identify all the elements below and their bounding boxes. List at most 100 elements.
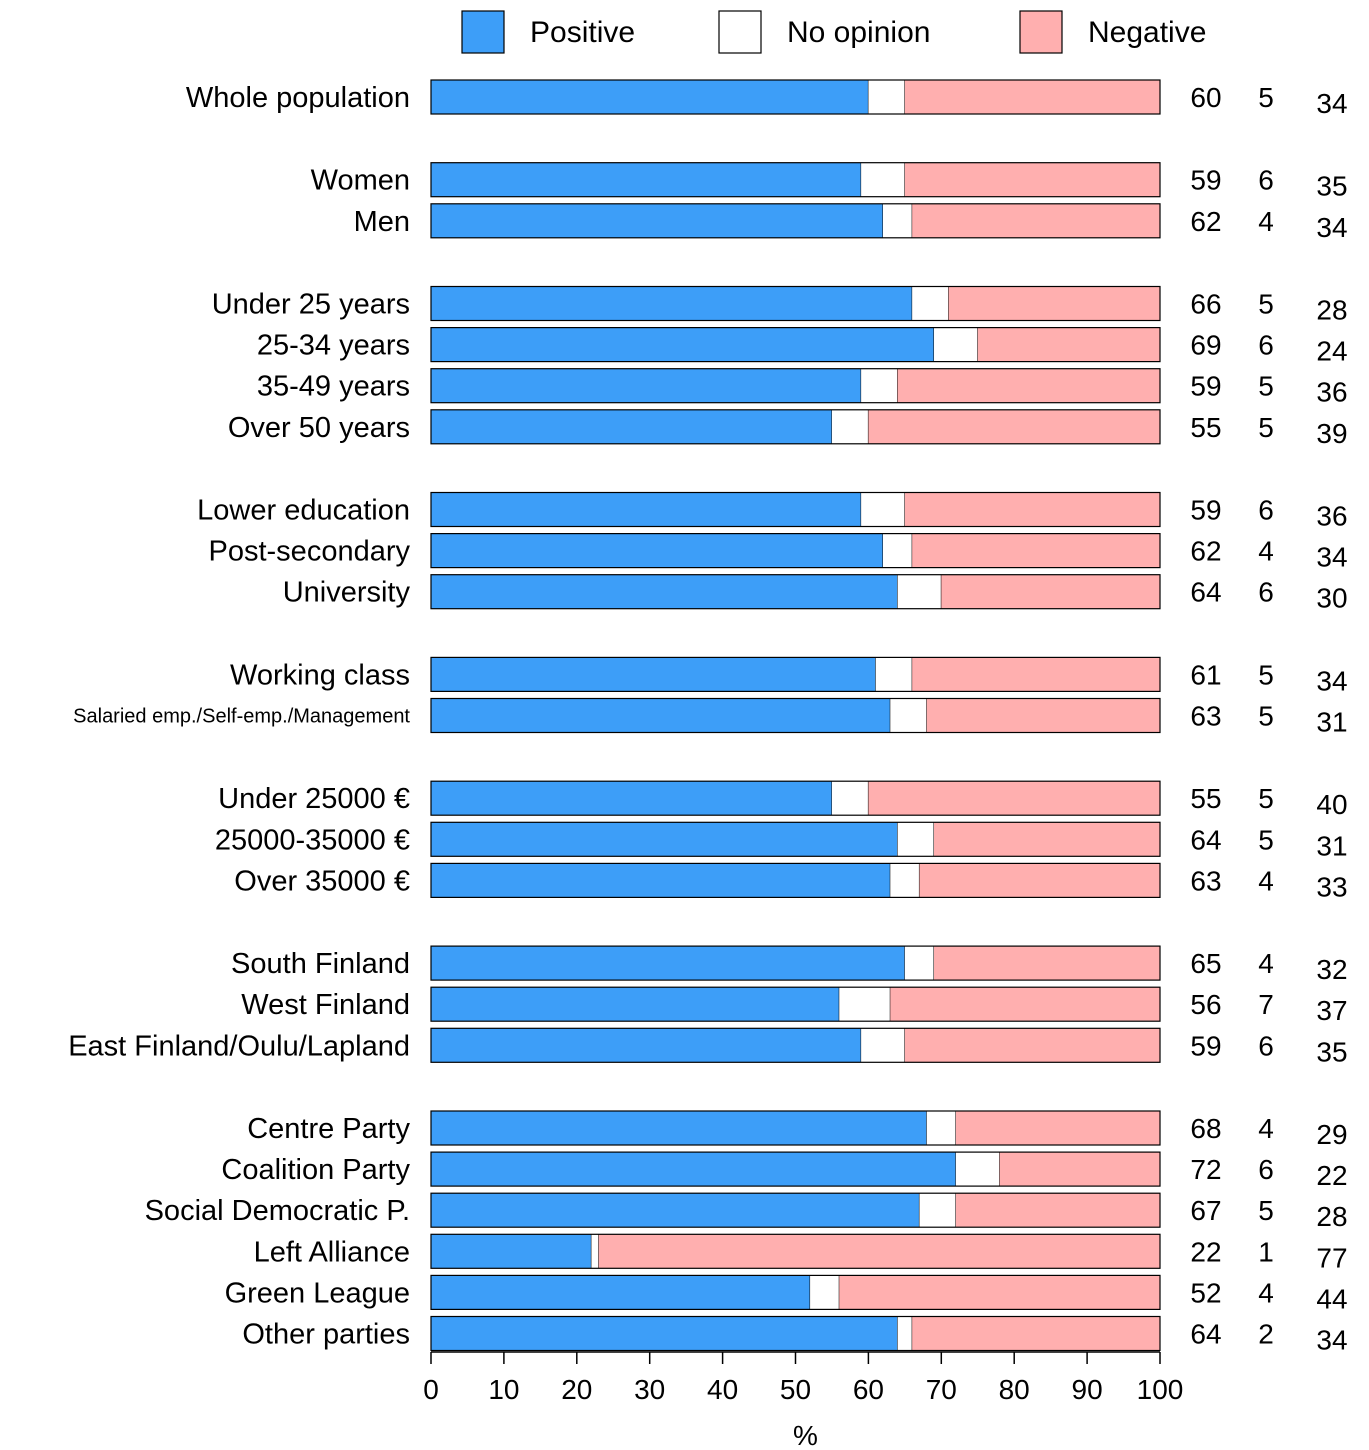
value-label-no-opinion: 4 [1258,536,1274,567]
bar-segment-no-opinion [810,1275,840,1310]
value-label-no-opinion: 5 [1258,82,1274,113]
bar-row-under-25000: Under 25000 €55 5 40 [218,780,1348,820]
value-label-negative: 35 [1316,171,1347,202]
value-label-no-opinion: 4 [1258,948,1274,979]
bar-segment-no-opinion [897,1316,913,1351]
bar-row-social-democratic-p: Social Democratic P. 67 5 28 [145,1192,1348,1232]
value-label-positive: 56 [1190,989,1221,1020]
x-tick-label: 10 [488,1374,519,1405]
bar-segment-negative [904,162,1160,197]
bar-segment-positive [431,286,913,321]
value-label-negative: 34 [1316,542,1347,573]
bar-segment-positive [431,698,891,733]
value-label-negative: 35 [1316,1036,1347,1067]
x-tick-label: 80 [999,1374,1030,1405]
value-label-positive: 63 [1190,701,1221,732]
bar-segment-negative [955,1111,1160,1145]
value-label-no-opinion: 6 [1258,495,1274,526]
bar-outline [430,532,1161,569]
bar-segment-no-opinion [861,368,898,403]
bar-segment-positive [431,781,832,816]
bar-segment-no-opinion [875,657,913,692]
category-label: Salaried emp./Self-emp./Management [73,706,410,728]
bar-row-south-finland: South Finland 65 4 32 [231,945,1348,985]
bar-segment-no-opinion [926,1111,956,1145]
value-label-positive: 62 [1190,536,1221,567]
bar-segment-no-opinion [831,781,869,816]
value-label-negative: 31 [1316,707,1347,738]
bar-segment-positive [431,1234,592,1269]
value-label-negative: 29 [1316,1119,1347,1150]
value-label-negative: 39 [1316,418,1347,449]
value-label-negative: 32 [1316,954,1347,985]
bar-segment-negative [999,1152,1160,1187]
bar-segment-negative [912,533,1160,568]
value-label-positive: 67 [1190,1195,1221,1226]
legend: Positive No opinion Negative [461,10,1206,54]
bar-row-women: Women 59 6 35 [311,162,1348,202]
category-label: Over 50 years [228,412,410,444]
bar-segment-negative [955,1193,1160,1228]
bar-segment-negative [934,822,1160,857]
bar-segment-no-opinion [882,203,913,238]
value-label-positive: 65 [1190,948,1221,979]
value-label-no-opinion: 4 [1258,1277,1274,1308]
bar-segment-negative [941,574,1160,609]
value-label-negative: 24 [1316,336,1347,367]
bar-segment-negative [912,203,1160,238]
bar-outline [430,1274,1161,1311]
bar-segment-no-opinion [934,327,978,362]
bar-outline [430,285,1161,322]
category-label: Under 25000 € [218,783,410,815]
value-label-negative: 30 [1316,583,1347,614]
bar-segment-positive [431,203,883,238]
value-label-no-opinion: 4 [1258,206,1274,237]
bar-segment-positive [431,1275,811,1310]
value-label-no-opinion: 5 [1258,1195,1274,1226]
bar-outline [430,1151,1161,1187]
x-tick-label: 70 [926,1374,957,1405]
bar-outline [430,1027,1161,1063]
value-label-positive: 72 [1190,1154,1221,1185]
value-label-positive: 55 [1190,412,1221,443]
category-label: Men [354,206,410,238]
category-label: Women [311,165,410,197]
bar-segment-positive [431,533,883,568]
bar-outline [430,491,1161,528]
value-label-negative: 40 [1316,789,1347,820]
bar-segment-no-opinion [839,987,891,1022]
value-label-no-opinion: 5 [1258,701,1274,732]
bar-segment-positive [431,327,935,362]
bar-segment-negative [904,492,1160,527]
value-label-positive: 66 [1190,289,1221,320]
category-label: Under 25 years [212,289,410,321]
x-tick-label: 90 [1072,1374,1103,1405]
bar-row-working-class: Working class 61 5 34 [230,656,1348,696]
legend-swatch-negative [1019,10,1063,54]
bar-segment-positive [431,574,898,609]
category-label: Other parties [242,1319,410,1351]
bar-row-35-49-years: 35-49 years 59 5 36 [257,368,1348,408]
category-label: Whole population [186,82,410,114]
value-label-positive: 61 [1190,659,1221,690]
value-label-no-opinion: 6 [1258,1154,1274,1185]
category-label: Lower education [197,495,410,527]
value-label-no-opinion: 1 [1258,1236,1274,1267]
bar-segment-positive [431,1316,898,1351]
bar-segment-negative [868,409,1160,444]
bar-segment-positive [431,162,862,197]
bar-segment-negative [904,1028,1160,1063]
bar-segment-negative [897,368,1160,403]
value-label-negative: 33 [1316,871,1347,902]
bar-outline [430,1192,1161,1228]
bar-segment-no-opinion [897,574,942,609]
bar-outline [430,327,1161,363]
category-label: West Finland [241,989,410,1021]
bar-segment-no-opinion [919,1193,956,1228]
category-label: 25-34 years [257,330,410,362]
bar-segment-no-opinion [861,162,905,197]
bar-segment-positive [431,657,876,692]
category-label: 25000-35000 € [215,824,410,856]
category-label: Green League [225,1277,410,1309]
